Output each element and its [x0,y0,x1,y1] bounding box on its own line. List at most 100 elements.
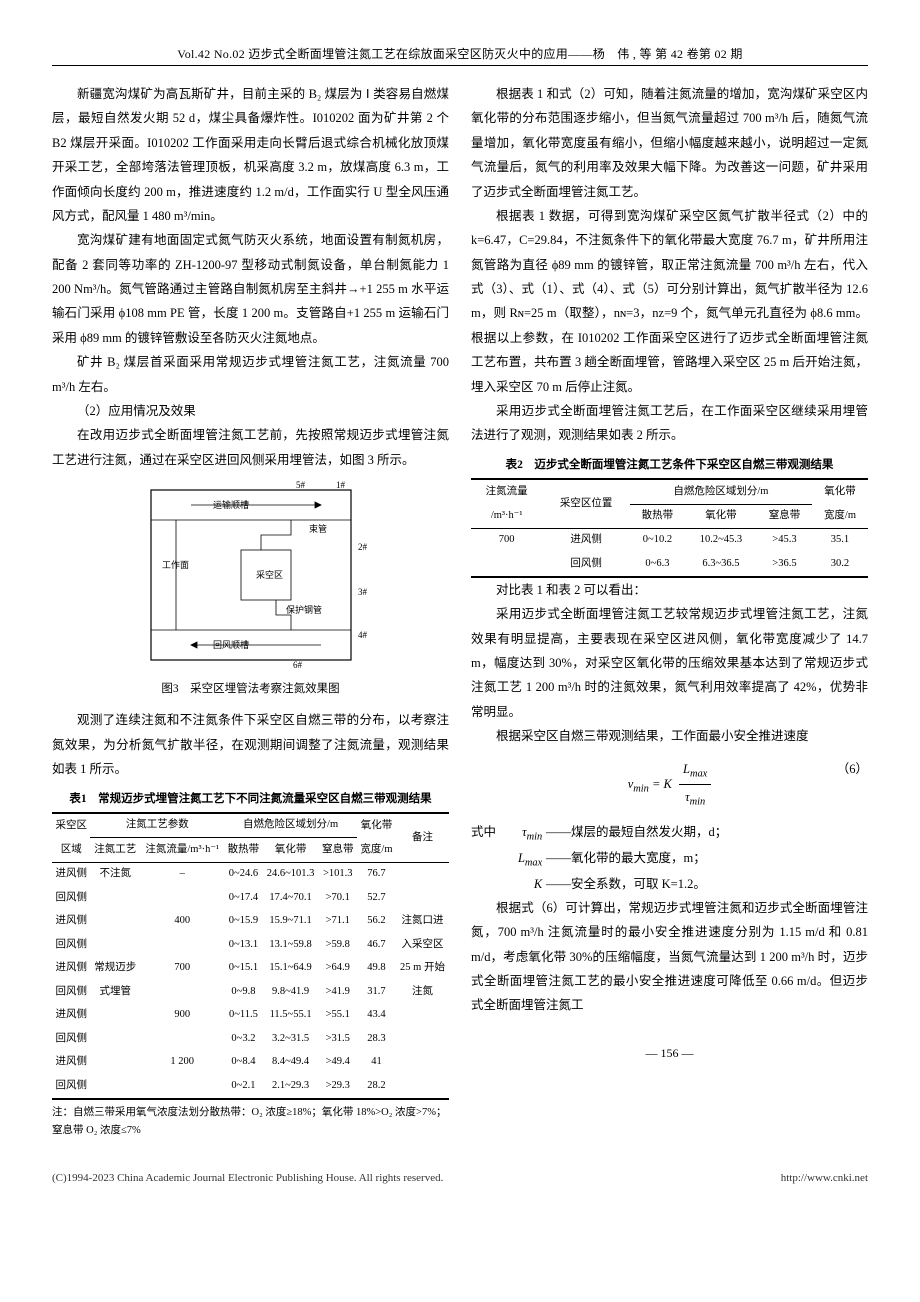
right-para-1: 根据表 1 和式（2）可知，随着注氮流量的增加，宽沟煤矿采空区内氧化带的分布范围… [471,82,868,204]
fig3-label-top: 运输顺槽 [213,499,249,510]
table-cell: >59.8 [319,933,357,956]
table-cell: 11.5~55.1 [263,1004,319,1027]
table-cell: 回风侧 [52,933,90,956]
table-cell [396,1004,449,1027]
table-cell: >49.4 [319,1051,357,1074]
right-para-6: 根据采空区自燃三带观测结果，工作面最小安全推进速度 [471,724,868,748]
left-para-3: 矿井 B₂ 煤层首采面采用常规迈步式埋管注氮工艺，注氮流量 700 m³/h 左… [52,350,449,399]
table-cell: 2.1~29.3 [263,1074,319,1098]
table-cell: 17.4~70.1 [263,886,319,909]
table-cell: 0~6.3 [630,552,685,576]
table-cell: >36.5 [757,552,812,576]
table-cell: 15.1~64.9 [263,957,319,980]
table-cell [396,1051,449,1074]
table-cell [140,886,224,909]
figure-3: 运输顺槽 工作面 回风顺槽 束管 采空区 保护钢管 5# 1# 2# 3# 4#… [52,480,449,670]
right-para-5: 采用迈步式全断面埋管注氮工艺较常规迈步式埋管注氮工艺，注氮效果有明显提高，主要表… [471,602,868,724]
table-cell: 0~15.1 [224,957,262,980]
equation-6: vmin = K Lmax τmin （6） [471,757,868,814]
table-cell [140,1027,224,1050]
table-cell [396,1027,449,1050]
table-cell: 入采空区 [396,933,449,956]
table-cell: 不注氮 [90,862,140,886]
table-cell: >45.3 [757,528,812,552]
table-cell: 35.1 [812,528,868,552]
table-cell: >64.9 [319,957,357,980]
table-cell: 进风侧 [52,1051,90,1074]
table-cell [140,980,224,1003]
table-cell: 注氮口进 [396,910,449,933]
symbol-definitions: 式中 τmin ——煤层的最短自然发火期，d； Lmax ——氧化带的最大宽度，… [471,821,868,896]
table-cell: 700 [471,528,542,552]
table-cell: 56.2 [357,910,396,933]
table-cell: 13.1~59.8 [263,933,319,956]
page-number: — 156 — [471,1042,868,1065]
table-cell: 0~3.2 [224,1027,262,1050]
table-cell: 进风侧 [52,957,90,980]
table-cell: >70.1 [319,886,357,909]
table-cell: 900 [140,1004,224,1027]
table-cell: 52.7 [357,886,396,909]
fig3-n1: 1# [336,480,346,490]
table-cell: 24.6~101.3 [263,862,319,886]
right-para-3: 采用迈步式全断面埋管注氮工艺后，在工作面采空区继续采用埋管法进行了观测，观测结果… [471,399,868,448]
table-cell: 15.9~71.1 [263,910,319,933]
table-cell: 回风侧 [52,886,90,909]
footer-url: http://www.cnki.net [781,1172,868,1184]
table-cell: 700 [140,957,224,980]
table-cell [396,1074,449,1098]
table-cell [90,1051,140,1074]
left-column: 新疆宽沟煤矿为高瓦斯矿井，目前主采的 B₂ 煤层为 Ⅰ 类容易自燃煤层，最短自然… [52,82,449,1140]
table-cell: >29.3 [319,1074,357,1098]
left-para-2: 宽沟煤矿建有地面固定式氮气防灭火系统，地面设置有制氮机房，配备 2 套同等功率的… [52,228,449,350]
table-cell: >71.1 [319,910,357,933]
table-cell: 回风侧 [52,980,90,1003]
left-para-5: 在改用迈步式全断面埋管注氮工艺前，先按照常规迈步式埋管注氮工艺进行注氮，通过在采… [52,423,449,472]
running-header: Vol.42 No.02 迈步式全断面埋管注氮工艺在综放面采空区防灭火中的应用—… [52,45,868,66]
table-cell: 6.3~36.5 [685,552,757,576]
table-cell: >55.1 [319,1004,357,1027]
right-para-2: 根据表 1 数据，可得到宽沟煤矿采空区氮气扩散半径式（2）中的 k=6.47，C… [471,204,868,399]
fig3-n2: 2# [358,542,368,552]
fig3-label-goaf: 采空区 [256,569,283,580]
table-cell: 0~8.4 [224,1051,262,1074]
table-cell [90,910,140,933]
table-cell: 回风侧 [542,552,630,576]
table-cell [90,886,140,909]
table-cell: 回风侧 [52,1074,90,1098]
table-cell: 0~15.9 [224,910,262,933]
table-cell [140,933,224,956]
table-cell [90,1027,140,1050]
table-cell: 进风侧 [542,528,630,552]
right-para-4: 对比表 1 和表 2 可以看出： [471,578,868,602]
table-cell: 进风侧 [52,1004,90,1027]
right-column: 根据表 1 和式（2）可知，随着注氮流量的增加，宽沟煤矿采空区内氧化带的分布范围… [471,82,868,1140]
fig3-n4: 4# [358,630,368,640]
fig3-n5: 5# [296,480,306,490]
table-cell: 8.4~49.4 [263,1051,319,1074]
figure-3-caption: 图3 采空区埋管法考察注氮效果图 [52,678,449,700]
table-cell: – [140,862,224,886]
table-cell: 0~10.2 [630,528,685,552]
page-footer: (C)1994-2023 China Academic Journal Elec… [52,1172,868,1184]
left-para-4: （2）应用情况及效果 [52,399,449,423]
table-cell: >31.5 [319,1027,357,1050]
table-cell: 注氮 [396,980,449,1003]
footer-copyright: (C)1994-2023 China Academic Journal Elec… [52,1172,443,1184]
table-cell: 28.2 [357,1074,396,1098]
table-cell: >101.3 [319,862,357,886]
table-cell [90,1004,140,1027]
table-cell: 49.8 [357,957,396,980]
table-cell: 10.2~45.3 [685,528,757,552]
table-cell: 30.2 [812,552,868,576]
table-1: 采空区 注氮工艺参数 自燃危险区域划分/m 氧化带 备注 区域 注氮工艺 注氮流… [52,812,449,1100]
table-cell: 31.7 [357,980,396,1003]
table-cell: 43.4 [357,1004,396,1027]
right-para-7: 根据式（6）可计算出，常规迈步式埋管注氮和迈步式全断面埋管注氮，700 m³/h… [471,896,868,1018]
table-cell: 46.7 [357,933,396,956]
table-cell: 41 [357,1051,396,1074]
table-1-caption: 表1 常规迈步式埋管注氮工艺下不同注氮流量采空区自燃三带观测结果 [52,788,449,810]
table-cell: 1 200 [140,1051,224,1074]
table-cell: 0~11.5 [224,1004,262,1027]
table-cell [471,552,542,576]
